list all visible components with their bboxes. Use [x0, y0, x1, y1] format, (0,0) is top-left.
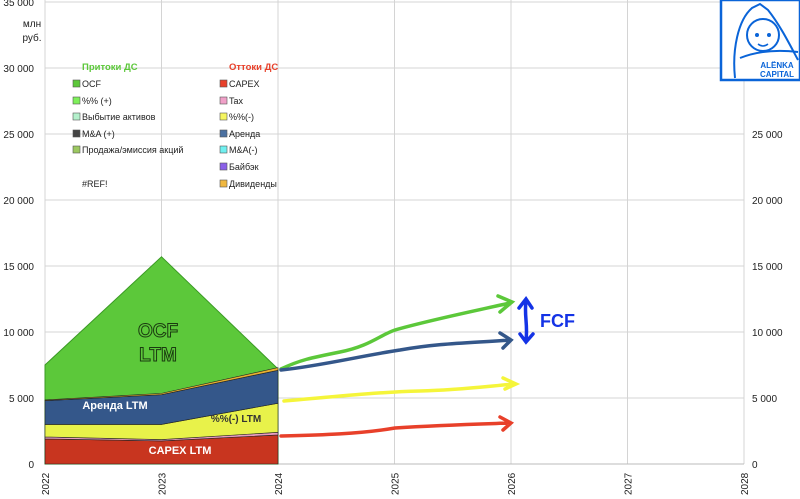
legend-item: %% (+) [82, 96, 112, 106]
y-tick-left: 10 000 [3, 328, 34, 339]
y-tick-right: 10 000 [752, 328, 783, 339]
y-tick-right: 0 [752, 460, 758, 471]
svg-text:CAPITAL: CAPITAL [760, 70, 794, 79]
capex-forecast-arrow [279, 415, 515, 438]
legend-swatch [219, 179, 228, 188]
y-tick-left: 15 000 [3, 262, 34, 273]
legend-item: Аренда [229, 129, 260, 139]
legend-inflows-title: Притоки ДС [82, 62, 138, 73]
legend-swatch [219, 162, 228, 171]
legend-item: CAPEX [229, 79, 260, 89]
y-tick-left: 5 000 [9, 394, 34, 405]
x-tick: 2023 [158, 472, 169, 495]
x-tick: 2026 [507, 472, 518, 495]
x-tick: 2025 [391, 472, 402, 495]
y-axis-unit-1: млн [23, 19, 41, 30]
fcf-double-arrow-icon [517, 296, 535, 345]
interest-forecast-arrow [282, 376, 521, 403]
y-tick-left: 25 000 [3, 130, 34, 141]
legend-item: %%(-) [229, 112, 254, 122]
legend-swatch [219, 145, 228, 154]
interest-area-label: %%(-) LTM [211, 414, 261, 425]
legend-swatch [219, 112, 228, 121]
capex-area-label: CAPEX LTM [149, 445, 212, 457]
x-tick: 2022 [41, 472, 52, 495]
rent-forecast-arrow [279, 331, 514, 372]
x-tick: 2024 [274, 472, 285, 495]
y-tick-left: 35 000 [3, 0, 34, 9]
ocf-area-label: OCF [138, 321, 178, 342]
legend-item: Продажа/эмиссия акций [82, 145, 183, 155]
legend-swatch [219, 79, 228, 88]
legend-item: Выбытие активов [82, 112, 156, 122]
y-tick-left: 0 [28, 460, 34, 471]
legend-item: M&A (+) [82, 129, 115, 139]
legend-swatch [219, 96, 228, 105]
legend-item: #REF! [82, 179, 108, 189]
area-Дивиденды [44, 367, 279, 401]
y-tick-right: 20 000 [752, 196, 783, 207]
legend-item: Байбэк [229, 162, 259, 172]
legend-swatch [219, 129, 228, 138]
y-tick-right: 5 000 [752, 394, 777, 405]
fcf-label: FCF [540, 311, 575, 331]
y-tick-left: 20 000 [3, 196, 34, 207]
legend-outflows-title: Оттоки ДС [229, 62, 278, 73]
ocf-ltm-area-label: LTM [139, 345, 177, 366]
legend-item: Дивиденды [229, 179, 277, 189]
legend-swatch [72, 112, 81, 121]
y-tick-right: 15 000 [752, 262, 783, 273]
legend-swatch [72, 145, 81, 154]
legend-item: Tax [229, 96, 244, 106]
alenka-capital-logo: ALЁNKA CAPITAL [719, 0, 800, 82]
y-tick-left: 30 000 [3, 64, 34, 75]
legend-item: OCF [82, 79, 102, 89]
y-axis-unit-2: руб. [22, 32, 41, 44]
y-tick-right: 25 000 [752, 130, 783, 141]
legend-swatch [72, 129, 81, 138]
legend: Притоки ДС Оттоки ДС OCF %% (+) Выбытие акти… [72, 62, 278, 189]
legend-swatch [72, 96, 81, 105]
svg-text:ALЁNKA: ALЁNKA [760, 61, 794, 70]
x-tick: 2027 [624, 472, 635, 495]
rent-area-label: Аренда LTM [82, 400, 147, 412]
legend-item: M&A(-) [229, 145, 258, 155]
ocf-forecast-arrow [279, 294, 516, 371]
forecast-arrows [279, 294, 535, 438]
legend-swatch [72, 79, 81, 88]
x-tick: 2028 [740, 472, 751, 495]
